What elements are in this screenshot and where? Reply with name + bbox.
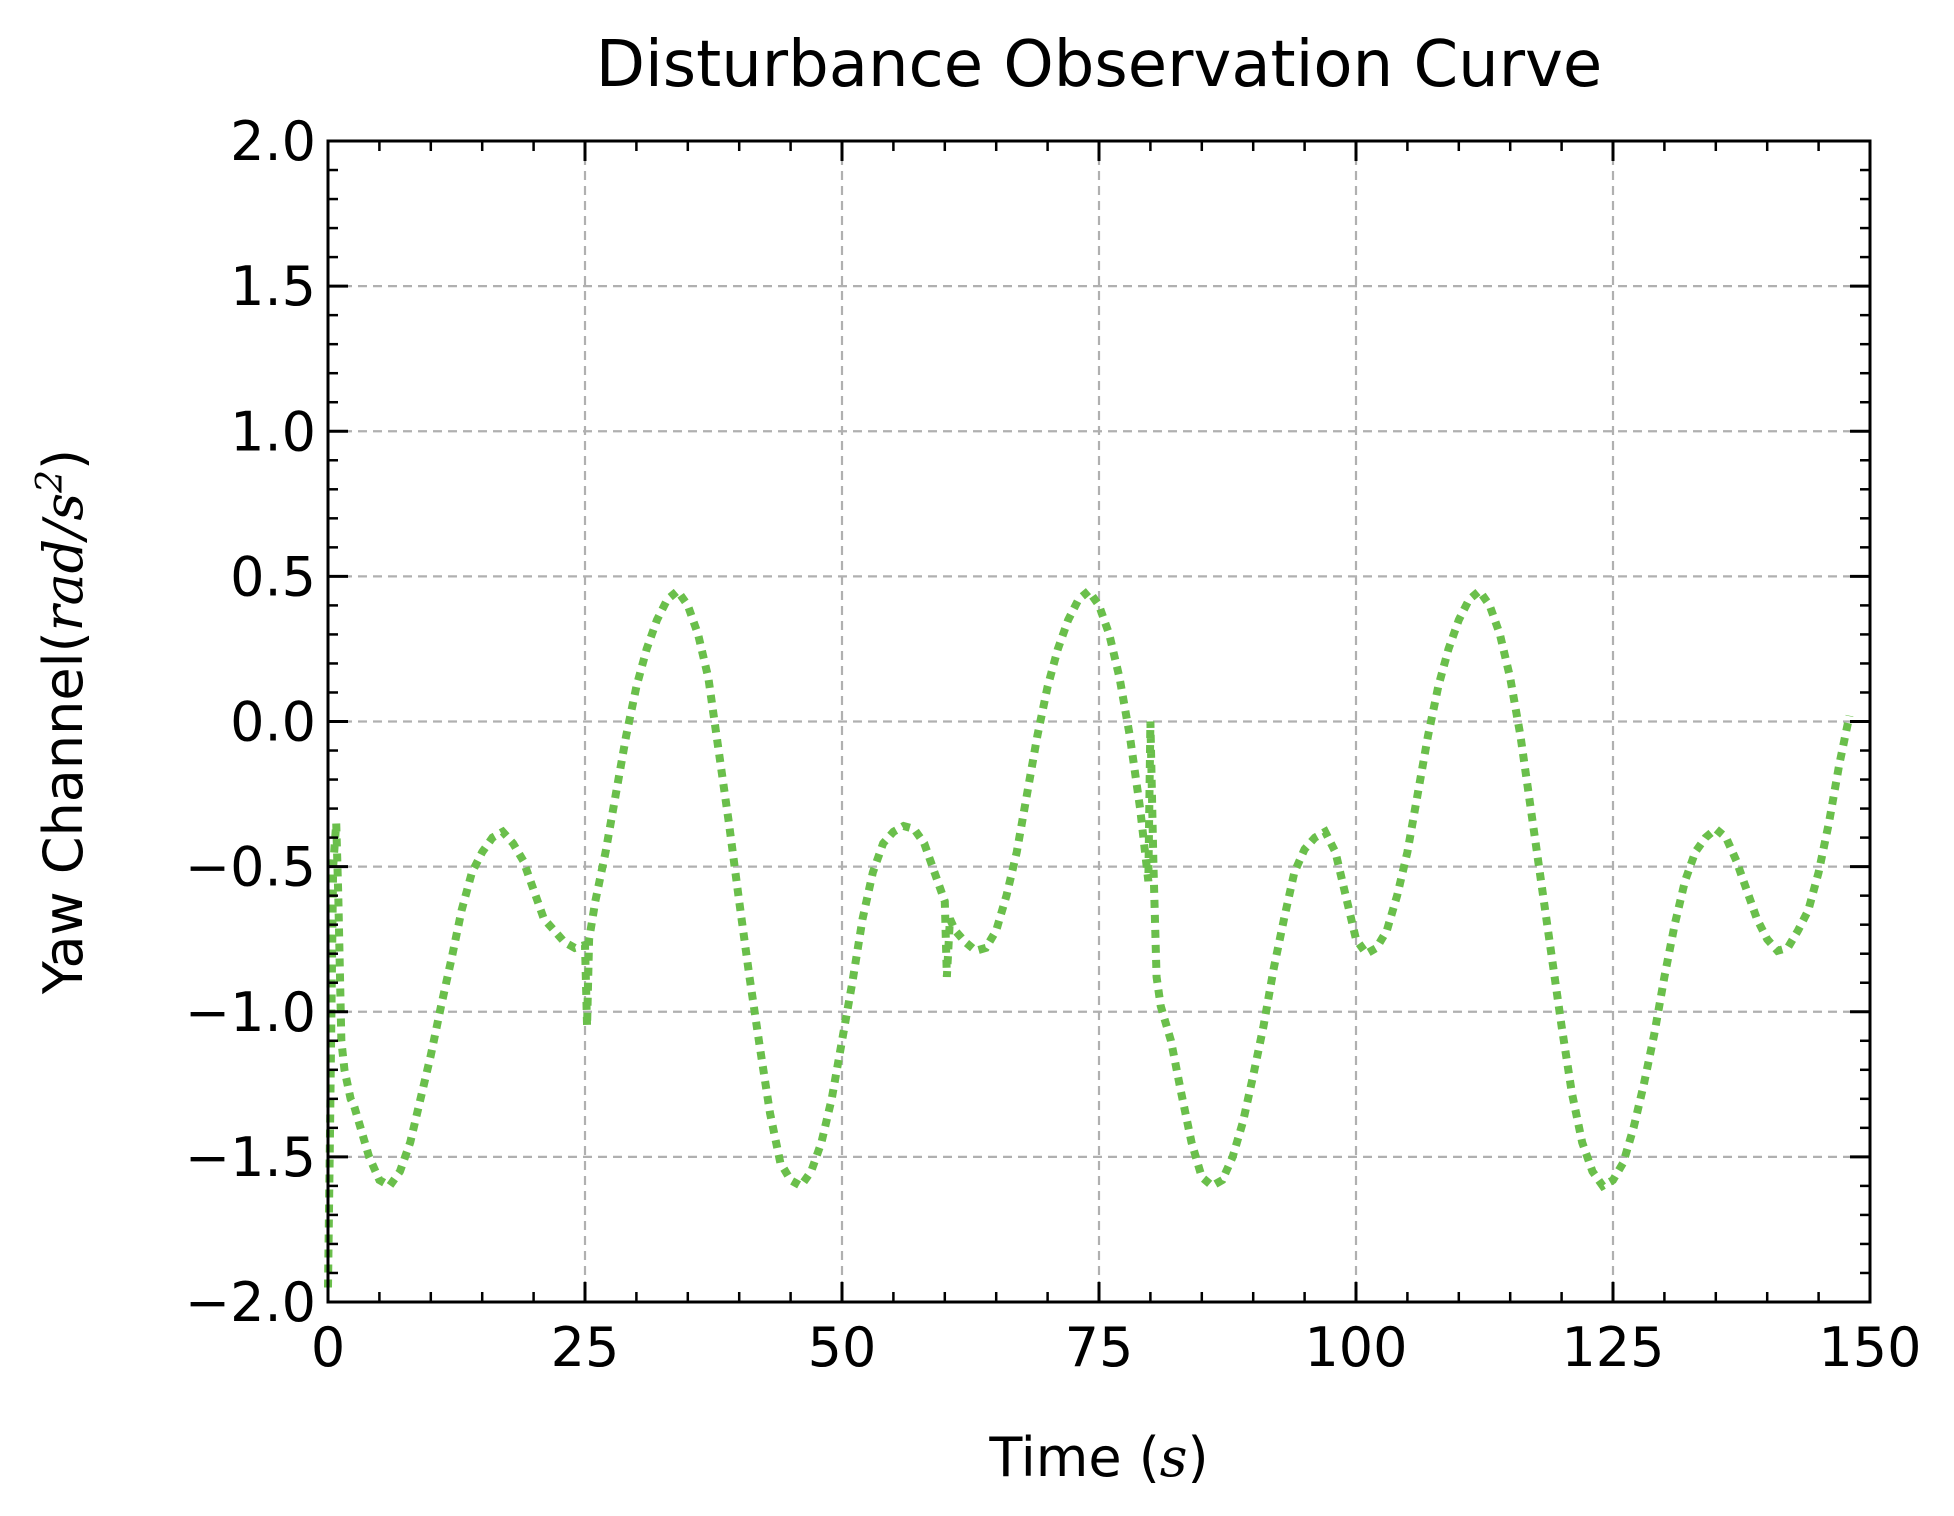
chart-title: Disturbance Observation Curve bbox=[596, 28, 1603, 102]
x-axis-label: Time (s) bbox=[988, 1426, 1208, 1489]
y-tick-labels: −2.0 −1.5 −1.0 −0.5 0.0 0.5 1.0 1.5 2.0 bbox=[185, 110, 316, 1334]
x-tick-label: 125 bbox=[1561, 1316, 1664, 1379]
grid bbox=[328, 141, 1870, 1302]
y-tick-label: 1.0 bbox=[230, 400, 316, 463]
x-axis-label-prefix: Time ( bbox=[988, 1426, 1159, 1489]
y-axis-label: Yaw Channel(rad/s2) bbox=[30, 449, 95, 995]
y-tick-label: 1.5 bbox=[230, 255, 316, 318]
series-layer bbox=[324, 585, 1854, 1288]
y-axis-label-suffix: ) bbox=[32, 449, 95, 470]
y-tick-label: −1.0 bbox=[185, 981, 316, 1044]
y-tick-label: 0.5 bbox=[230, 545, 316, 608]
y-axis-label-exponent: 2 bbox=[30, 470, 71, 494]
y-tick-label: 2.0 bbox=[230, 110, 316, 173]
series-0 bbox=[324, 585, 1854, 1288]
plot-area-frame bbox=[326, 139, 1872, 1304]
x-tick-label: 25 bbox=[551, 1316, 620, 1379]
y-axis-label-prefix: Yaw Channel( bbox=[32, 631, 95, 995]
x-tick-label: 50 bbox=[808, 1316, 877, 1379]
x-tick-label: 150 bbox=[1818, 1316, 1921, 1379]
x-tick-label: 75 bbox=[1065, 1316, 1134, 1379]
x-axis-label-symbol: s bbox=[1160, 1426, 1188, 1489]
y-tick-label: −0.5 bbox=[185, 836, 316, 899]
x-tick-label: 100 bbox=[1304, 1316, 1407, 1379]
y-tick-label: −1.5 bbox=[185, 1126, 316, 1189]
y-axis-label-symbol: rad/s bbox=[32, 493, 95, 631]
y-tick-label: 0.0 bbox=[230, 691, 316, 754]
x-tick-labels: 0 25 50 75 100 125 150 bbox=[311, 1316, 1922, 1379]
series-line bbox=[324, 585, 1854, 1288]
x-tick-label: 0 bbox=[311, 1316, 345, 1379]
y-tick-label: −2.0 bbox=[185, 1271, 316, 1334]
x-axis-label-suffix: ) bbox=[1188, 1426, 1209, 1489]
